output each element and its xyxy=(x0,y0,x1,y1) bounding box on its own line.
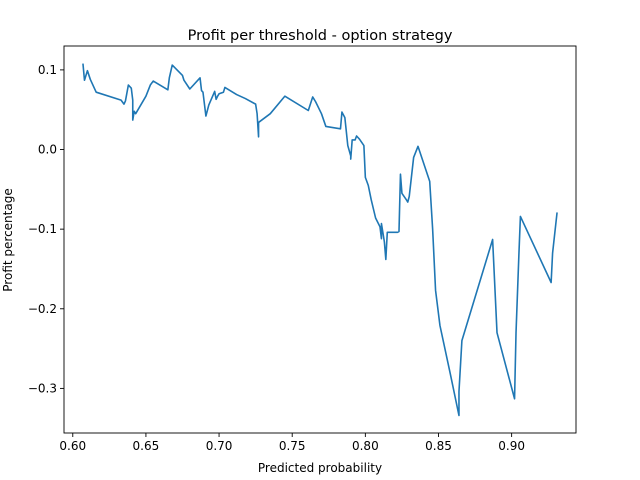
x-tick-label: 0.90 xyxy=(498,439,525,453)
x-axis-label: Predicted probability xyxy=(258,461,382,475)
chart-title: Profit per threshold - option strategy xyxy=(188,28,453,44)
x-tick-label: 0.65 xyxy=(133,439,160,453)
series-layer xyxy=(82,63,558,417)
x-tick-label: 0.70 xyxy=(206,439,233,453)
y-tick-label: 0.1 xyxy=(38,63,57,77)
y-axis: 0.1 0.0 −0.1 −0.2 −0.3 xyxy=(28,63,64,395)
x-tick-label: 0.85 xyxy=(425,439,452,453)
x-tick-label: 0.80 xyxy=(352,439,379,453)
series-line-0 xyxy=(82,63,558,417)
y-axis-label: Profit percentage xyxy=(1,188,15,291)
y-tick-label: −0.1 xyxy=(28,222,57,236)
plot-area-frame xyxy=(63,45,577,434)
y-tick-label: −0.2 xyxy=(28,302,57,316)
y-tick-label: 0.0 xyxy=(38,143,57,157)
y-tick-label: −0.3 xyxy=(28,381,57,395)
x-axis: 0.60 0.65 0.70 0.75 0.80 0.85 0.90 xyxy=(59,433,525,453)
x-tick-label: 0.75 xyxy=(279,439,306,453)
x-tick-label: 0.60 xyxy=(59,439,86,453)
